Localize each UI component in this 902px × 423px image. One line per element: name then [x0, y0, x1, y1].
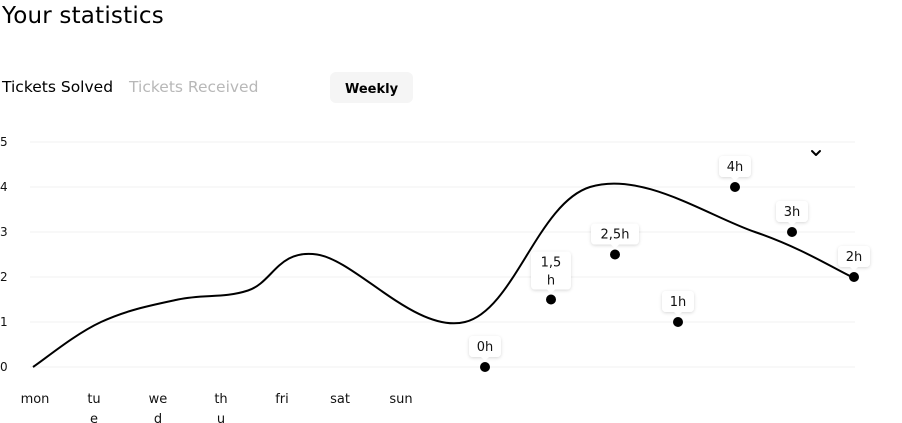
- x-tick-label: sun: [389, 392, 412, 407]
- period-selector-button[interactable]: Weekly: [330, 72, 413, 103]
- data-point[interactable]: [849, 272, 859, 282]
- point-label: 4h: [727, 160, 744, 175]
- point-label: 1h: [670, 295, 687, 310]
- x-tick-label: we d: [149, 392, 168, 423]
- data-point-group[interactable]: 1,5 h: [531, 251, 571, 305]
- x-tick-label: mon: [21, 392, 50, 407]
- data-point-group[interactable]: 1h: [662, 291, 694, 327]
- data-point-group[interactable]: 3h: [776, 201, 808, 237]
- data-point-group[interactable]: 2,5h: [591, 223, 639, 260]
- point-tooltip: [469, 336, 501, 357]
- series-line: [32, 182, 853, 368]
- x-tick-label: th u: [214, 392, 227, 423]
- data-point-group[interactable]: 2h: [838, 246, 870, 282]
- point-tooltip: [591, 223, 639, 245]
- x-tick-label: fri: [275, 392, 289, 407]
- y-tick-label: 4: [0, 180, 8, 194]
- tooltip-pointer: [481, 357, 489, 361]
- data-point-group[interactable]: 0h: [469, 336, 501, 372]
- y-tick-label: 0: [0, 360, 8, 374]
- data-point[interactable]: [787, 227, 797, 237]
- y-tick-label: 3: [0, 225, 8, 239]
- point-label: 1,5 h: [541, 256, 562, 289]
- x-tick-label: sat: [330, 392, 350, 407]
- chevron-down-icon[interactable]: [811, 150, 821, 156]
- tooltip-pointer: [788, 222, 796, 226]
- x-tick-label: tu e: [87, 392, 100, 423]
- y-tick-label: 1: [0, 315, 8, 329]
- point-label: 2h: [846, 250, 863, 265]
- point-label: 0h: [477, 340, 494, 355]
- tab-tickets-received[interactable]: Tickets Received: [129, 78, 259, 96]
- tab-tickets-solved[interactable]: Tickets Solved: [2, 78, 114, 96]
- tooltip-pointer: [674, 312, 682, 316]
- data-point-group[interactable]: 4h: [719, 156, 751, 192]
- point-tooltip: [719, 156, 751, 177]
- tooltip-pointer: [731, 177, 739, 181]
- point-label: 2,5h: [601, 228, 630, 243]
- y-tick-label: 2: [0, 270, 8, 284]
- page-title: Your statistics: [2, 3, 164, 29]
- data-point[interactable]: [480, 362, 490, 372]
- tooltip-pointer: [547, 289, 555, 294]
- point-label: 3h: [784, 205, 801, 220]
- y-tick-label: 5: [0, 135, 8, 149]
- point-tooltip: [838, 246, 870, 267]
- data-point[interactable]: [673, 317, 683, 327]
- data-point[interactable]: [730, 182, 740, 192]
- stat-tabs: Tickets Solved Tickets Received: [2, 78, 258, 96]
- data-point[interactable]: [610, 249, 620, 260]
- point-tooltip: [776, 201, 808, 222]
- data-point[interactable]: [546, 294, 556, 305]
- point-tooltip: [662, 291, 694, 312]
- tooltip-pointer: [611, 244, 619, 249]
- point-tooltip: [531, 251, 571, 290]
- tooltip-pointer: [850, 267, 858, 271]
